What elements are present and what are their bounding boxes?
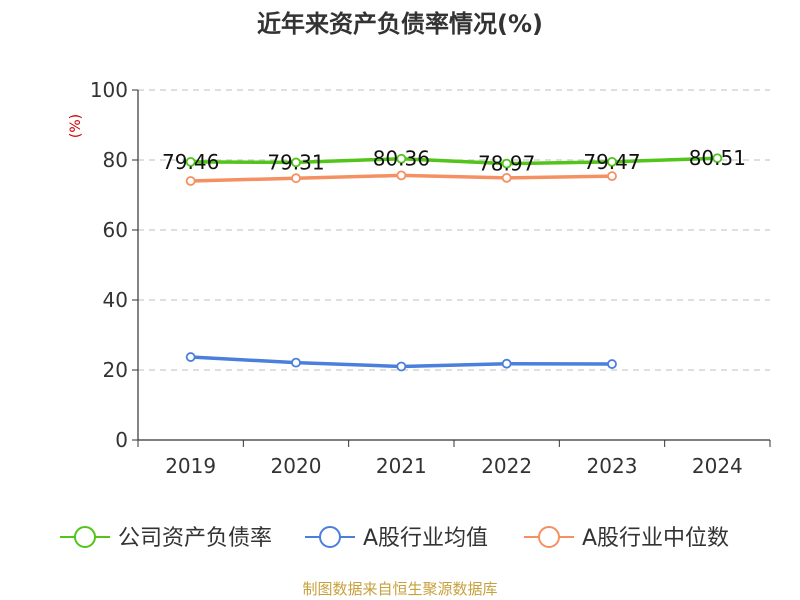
data-point (185, 176, 196, 186)
x-tick-label: 2022 (481, 454, 532, 478)
x-tick-label: 2020 (271, 454, 322, 478)
y-tick-label: 100 (90, 78, 128, 102)
source-note: 制图数据来自恒生聚源数据库 (302, 580, 497, 598)
legend-label: A股行业中位数 (582, 526, 729, 551)
chart-title: 近年来资产负债率情况(%) (257, 10, 543, 38)
legend-marker (319, 526, 341, 548)
data-label: 80.36 (373, 147, 430, 171)
data-label: 79.47 (583, 150, 640, 174)
data-label: 80.51 (689, 146, 746, 170)
x-tick-label: 2021 (376, 454, 427, 478)
legend-marker (538, 526, 560, 548)
series-lines (185, 153, 723, 372)
data-point (607, 171, 617, 182)
legend-label: A股行业均值 (363, 526, 488, 551)
data-point (607, 156, 617, 167)
x-tick-label: 2023 (587, 454, 638, 478)
data-label: 79.31 (267, 150, 324, 174)
x-tick-label: 2019 (165, 454, 216, 478)
legend: 公司资产负债率 A股行业均值 A股行业中位数 (60, 526, 729, 551)
data-point (396, 153, 407, 164)
data-point (607, 359, 617, 369)
data-labels: 79.46 79.31 80.36 78.97 79.47 80.51 (162, 146, 746, 175)
data-point (291, 173, 301, 184)
legend-label: 公司资产负债率 (118, 526, 272, 551)
data-label: 78.97 (478, 152, 535, 176)
data-point (185, 156, 196, 167)
data-label: 79.46 (162, 150, 219, 174)
series-line (190, 156, 718, 166)
y-tick-label: 80 (103, 148, 128, 172)
y-axis-label: (%) (68, 114, 84, 138)
y-tick-label: 40 (103, 288, 128, 312)
y-tick-label: 0 (115, 428, 128, 452)
data-point (185, 352, 196, 362)
data-point (501, 358, 512, 369)
legend-marker (74, 526, 96, 548)
x-tick-label: 2024 (692, 454, 743, 478)
data-point (501, 172, 512, 183)
data-point (712, 153, 723, 164)
data-point (396, 170, 407, 181)
axes: 0 20 40 60 80 100 2019 2020 2021 2022 2023 2024 (90, 78, 771, 478)
data-point (291, 357, 301, 368)
data-point (501, 158, 512, 169)
gridlines (138, 89, 770, 371)
data-point (396, 361, 407, 372)
y-tick-label: 60 (103, 218, 128, 242)
y-tick-label: 20 (103, 358, 128, 382)
data-point (291, 157, 301, 168)
